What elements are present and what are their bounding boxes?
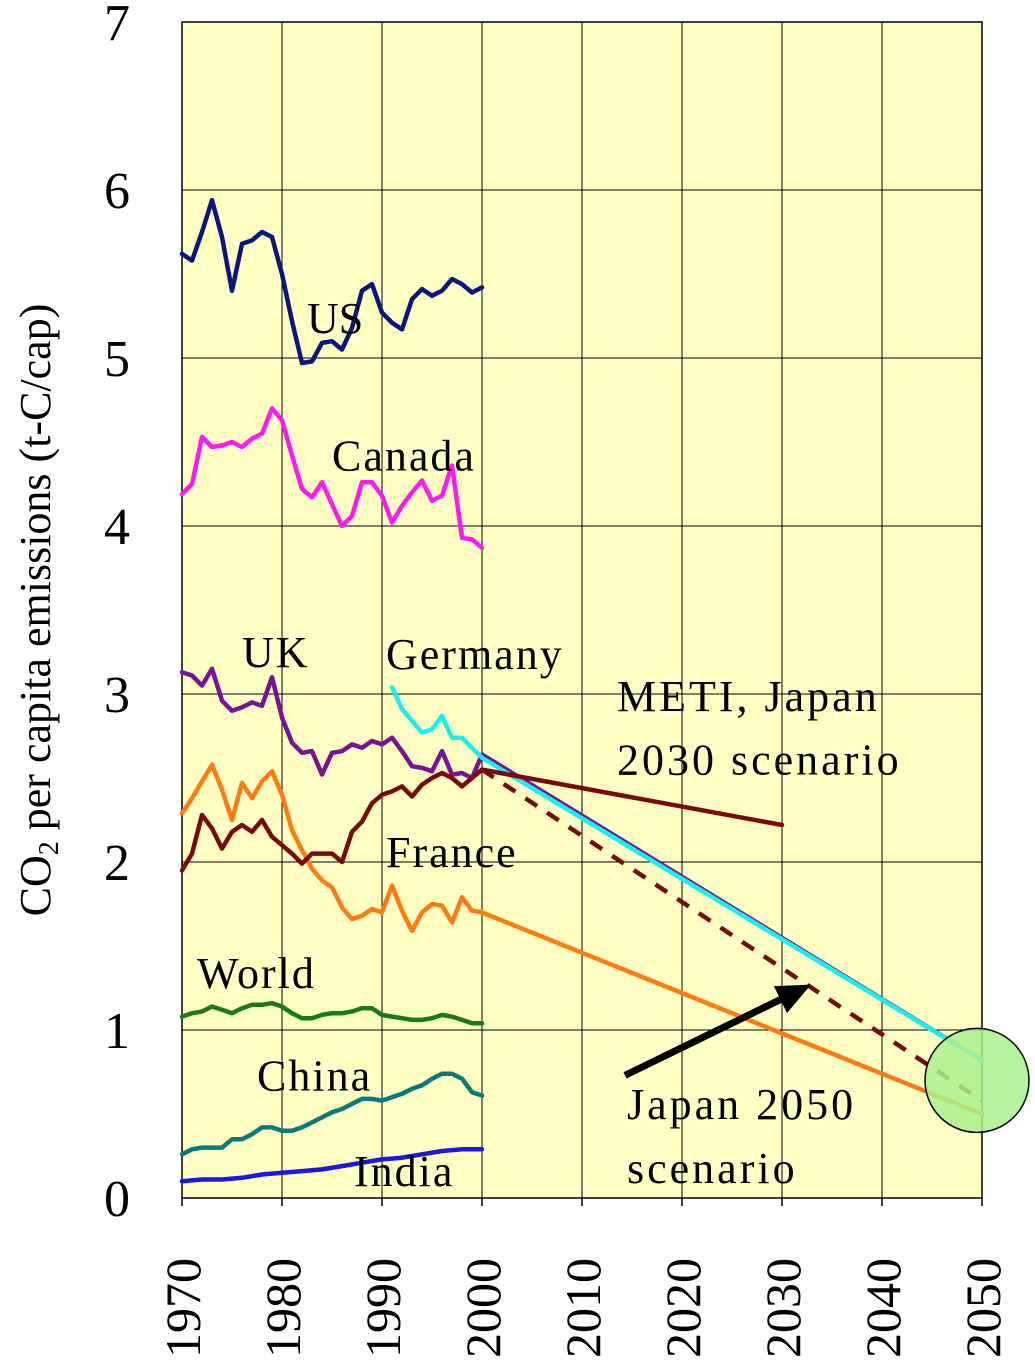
series-label-us: US	[307, 294, 363, 343]
annotation-japan2050-line2: scenario	[627, 1144, 798, 1193]
target-circle	[924, 1027, 1030, 1134]
y-axis-label-main: CO	[11, 855, 60, 916]
series-label-india: India	[354, 1147, 454, 1196]
x-tick-label: 1970	[155, 1258, 211, 1358]
y-tick-label: 6	[104, 163, 130, 220]
series-line-germany	[389, 685, 985, 1063]
series-label-canada: Canada	[332, 432, 476, 481]
y-tick-label: 4	[104, 499, 130, 556]
y-tick-label: 3	[104, 667, 130, 724]
x-tick-label: 2040	[855, 1258, 911, 1358]
x-tick-label: 2020	[655, 1258, 711, 1358]
series-line-japan	[179, 767, 485, 873]
y-tick-label: 7	[104, 0, 130, 52]
arrow-head	[773, 984, 811, 1014]
y-axis-label: CO2 per capita emissions (t-C/cap)	[11, 304, 65, 917]
y-tick-label: 5	[104, 331, 130, 388]
annotation-japan2050-line1: Japan 2050	[627, 1080, 856, 1129]
series-line-canada	[179, 406, 485, 551]
series-line-india	[179, 1147, 485, 1184]
x-tick-label: 2000	[455, 1258, 511, 1358]
series-label-france: France	[386, 828, 518, 877]
series-label-world: World	[197, 949, 316, 998]
series-label-china: China	[257, 1052, 372, 1101]
y-tick-label: 1	[104, 1003, 130, 1060]
series-line-france	[179, 762, 985, 1117]
series-line-uk	[179, 666, 985, 1063]
y-axis-label-subscript: 2	[34, 841, 65, 855]
x-tick-label: 2030	[755, 1258, 811, 1358]
x-tick-label: 1990	[355, 1258, 411, 1358]
x-tick-label: 2010	[555, 1258, 611, 1358]
y-axis-label-rest: per capita emissions (t-C/cap)	[11, 304, 60, 842]
arrow-shaft	[623, 996, 782, 1079]
series-line-us	[179, 197, 485, 366]
series-line-china	[179, 1071, 485, 1157]
series-lines	[179, 197, 985, 1184]
axes	[181, 21, 983, 1206]
x-tick-label: 1980	[255, 1258, 311, 1358]
series-label-germany: Germany	[386, 630, 564, 679]
annotation-meti-line1: METI, Japan	[617, 672, 880, 721]
annotation-meti-line2: 2030 scenario	[617, 736, 902, 785]
target-circle-shape	[924, 1027, 1030, 1134]
series-line-japan-2050-scenario	[480, 767, 984, 1103]
series-line-meti-japan-2030-scenario	[479, 767, 785, 828]
y-tick-label: 0	[104, 1171, 130, 1228]
x-tick-labels: 1970 1980 1990 2000 2010 2020 2030 2040 2050	[155, 1258, 1011, 1358]
y-tick-labels: 0 1 2 3 4 5 6 7	[104, 0, 130, 1228]
x-tick-label: 2050	[955, 1258, 1011, 1358]
annotation-arrow	[623, 984, 811, 1079]
series-label-uk: UK	[242, 628, 310, 677]
series-labels: US Canada UK Germany France World China …	[197, 294, 902, 1196]
series-line-world	[179, 1000, 485, 1026]
y-tick-label: 2	[104, 835, 130, 892]
